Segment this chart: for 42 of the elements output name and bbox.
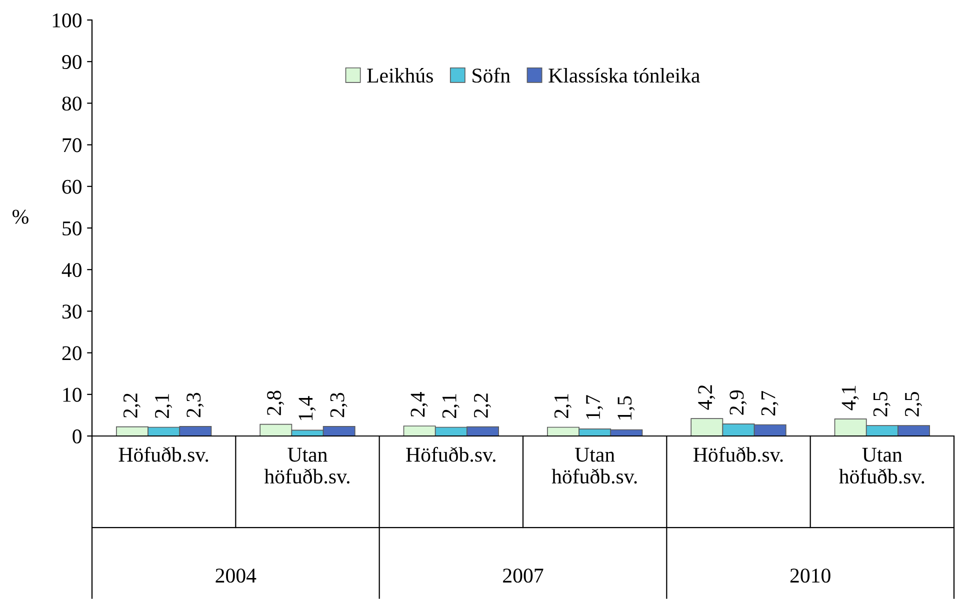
data-label: 2,1 <box>155 394 172 418</box>
data-label: 2,7 <box>761 390 778 416</box>
y-tick-label: 40 <box>62 262 82 278</box>
y-tick-label: 90 <box>62 54 82 70</box>
text: 2004 <box>216 568 256 583</box>
x-tick-label: Höfuðb.sv. <box>693 446 783 462</box>
data-label: 2,3 <box>330 392 348 418</box>
y-tick-label: 100 <box>52 13 82 28</box>
data-label: 2,4 <box>410 392 428 417</box>
y-tick-label: 0 <box>72 429 82 444</box>
x-tick-label: Utan höfuðb.sv. <box>552 448 637 484</box>
data-label: 2,5 <box>873 392 890 416</box>
y-tick-label: 60 <box>62 180 82 194</box>
data-label: 2,2 <box>123 394 140 418</box>
x-tick-label: Höfuðb.sv. <box>118 446 208 462</box>
data-label: 2,3 <box>186 392 204 418</box>
y-tick-label: 70 <box>62 138 82 152</box>
data-label: 4,1 <box>842 386 859 410</box>
data-label: 2,1 <box>554 394 572 418</box>
text: 2010 <box>790 568 830 583</box>
y-tick-label: 10 <box>63 388 82 402</box>
data-label: 4,2 <box>698 385 716 410</box>
data-label: 1,5 <box>618 396 635 420</box>
legend-label: Klassíska tónleika <box>548 68 700 83</box>
data-label: 1,4 <box>298 396 316 420</box>
y-tick-label: 80 <box>62 96 82 111</box>
data-label: 2,9 <box>730 390 747 415</box>
data-label: 2,5 <box>904 392 922 416</box>
data-label: 2,1 <box>442 394 460 418</box>
data-label: 2,2 <box>474 394 491 418</box>
y-axis-title: % <box>12 210 28 224</box>
y-tick-label: 30 <box>62 304 82 319</box>
data-label: 2,8 <box>267 390 284 416</box>
legend-label: Leikhús <box>367 68 433 83</box>
y-tick-label: 50 <box>62 221 82 236</box>
y-tick-label: 20 <box>62 346 82 360</box>
legend-label: Söfn <box>472 68 510 83</box>
x-tick-label: Höfuðb.sv. <box>406 446 496 462</box>
text: 2007 <box>503 568 544 583</box>
x-tick-label: Utan höfuðb.sv. <box>839 448 924 484</box>
data-label: 1,7 <box>586 395 604 419</box>
x-tick-label: Utan höfuðb.sv. <box>264 448 350 484</box>
